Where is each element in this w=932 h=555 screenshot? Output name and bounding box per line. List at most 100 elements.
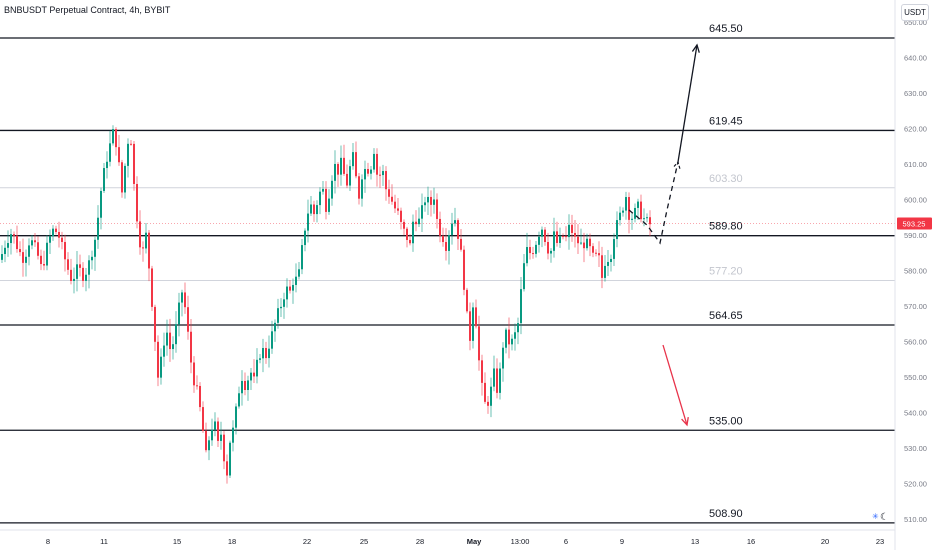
projection-path [677,44,698,163]
price-tick-label: 620.00 [904,125,927,134]
candle-body [373,153,375,170]
candle-body [508,329,510,345]
candle-body [574,232,576,237]
time-tick-label: 11 [100,537,108,546]
candle-body [121,162,123,193]
candle-body [250,372,252,381]
candle-body [4,247,6,255]
candle-body [403,221,405,229]
moon-icon: ☾ [880,512,889,523]
price-level-label: 577.20 [709,265,743,277]
sun-icon: ✳ [872,512,879,521]
time-tick-label: 15 [173,537,181,546]
candle-body [433,199,435,205]
candle-body [67,259,69,270]
candle-body [91,256,93,261]
candle-body [37,242,39,256]
candle-body [295,276,297,285]
candle-body [331,180,333,199]
candle-body [451,223,453,236]
candle-body [562,235,564,237]
price-levels: 658.10645.50619.45603.30589.80577.20564.… [0,23,895,524]
candle-body [499,368,501,393]
candle-body [205,430,207,451]
candle-body [415,221,417,225]
candle-body [325,188,327,212]
candle-body [649,217,651,225]
time-tick-label: 18 [228,537,236,546]
candle-body [361,179,363,199]
price-tick-label: 650.00 [904,18,927,27]
candle-body [571,224,573,233]
candle-body [388,189,390,197]
candle-body [211,429,213,441]
candle-body [181,292,183,303]
candle-body [520,289,522,324]
price-tick-label: 580.00 [904,267,927,276]
candle-body [19,249,21,253]
current-price-badge [897,217,932,230]
candle-body [118,147,120,163]
candle-body [541,229,543,237]
candle-body [259,358,261,360]
candle-body [454,220,456,224]
candle-body [133,143,135,184]
candle-body [370,169,372,174]
candle-body [292,284,294,291]
candle-body [400,210,402,222]
projection-path [662,344,688,426]
candles [1,125,651,484]
candle-body [64,241,66,260]
candle-body [529,247,531,254]
candle-body [511,338,513,345]
candle-body [160,356,162,378]
candle-body [550,250,552,254]
candle-body [409,239,411,244]
candle-body [106,161,108,169]
candle-body [94,239,96,257]
candle-body [493,368,495,387]
candle-body [583,242,585,249]
candle-body [301,245,303,270]
candle-body [235,406,237,428]
currency-button[interactable]: USDT [901,4,929,21]
candle-body [25,256,27,263]
candle-body [217,421,219,441]
candle-body [7,243,9,248]
candle-body [640,201,642,220]
candle-body [565,236,567,238]
candle-body [436,199,438,219]
candle-body [481,360,483,383]
candle-body [214,421,216,430]
candle-body [70,269,72,281]
candle-body [475,307,477,327]
candle-body [13,234,15,236]
candle-body [316,205,318,215]
candle-body [385,171,387,190]
candle-body [517,323,519,333]
candle-body [85,274,87,281]
candle-body [202,407,204,431]
candle-body [73,278,75,281]
candle-body [613,239,615,259]
candle-body [262,347,264,359]
candle-body [607,261,609,266]
candle-body [274,322,276,332]
projection-path [628,161,679,245]
candle-body [601,255,603,278]
chart-title: BNBUSDT Perpetual Contract, 4h, BYBIT [4,5,171,15]
candle-body [175,324,177,345]
candle-body [1,254,3,260]
candle-body [46,242,48,266]
candle-body [52,228,54,237]
candle-body [391,196,393,202]
candle-body [496,368,498,393]
candle-body [418,218,420,225]
price-tick-label: 530.00 [904,444,927,453]
candle-body [112,129,114,144]
candle-body [238,393,240,407]
candle-body [82,267,84,281]
